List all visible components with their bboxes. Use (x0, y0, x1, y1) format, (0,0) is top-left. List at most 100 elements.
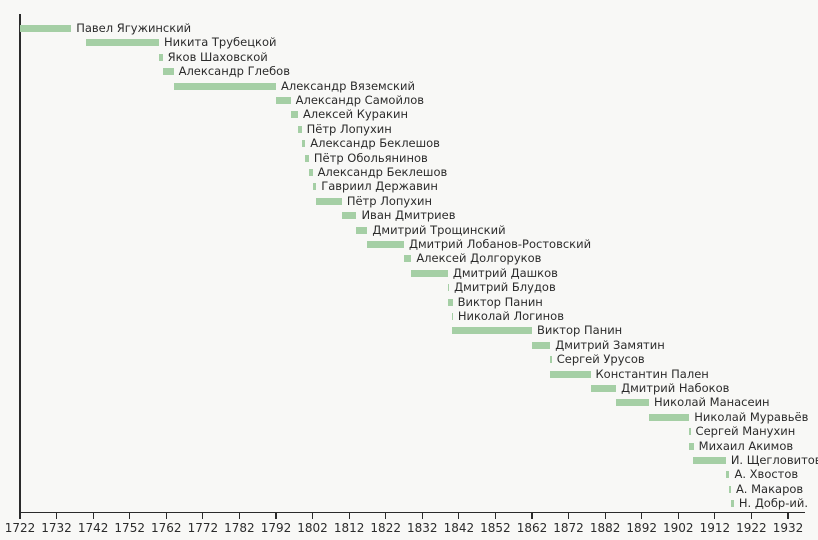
bar-label: Михаил Акимов (698, 438, 794, 453)
timeline-bar (730, 500, 734, 508)
x-axis-tick (129, 512, 131, 519)
bar-label: Алексей Куракин (302, 107, 408, 122)
timeline-bar (411, 269, 448, 277)
x-axis-tick (494, 512, 496, 519)
x-axis-tick (787, 512, 789, 519)
x-axis-tick-label: 1772 (187, 521, 219, 535)
x-axis-tick-label: 1882 (589, 521, 621, 535)
x-axis-tick-label: 1912 (699, 521, 731, 535)
bar-label: Александр Глебов (178, 64, 290, 79)
timeline-bar (162, 68, 174, 76)
bar-label: Никита Трубецкой (163, 35, 277, 50)
timeline-bar (550, 370, 591, 378)
x-axis-tick (604, 512, 606, 519)
bar-label: Дмитрий Трощинский (372, 222, 506, 237)
bar-label: Николай Манасеин (654, 395, 770, 410)
timeline-bar (341, 212, 357, 220)
bar-label: Виктор Панин (457, 294, 543, 309)
y-axis-line (19, 14, 21, 512)
x-axis-tick (421, 512, 423, 519)
timeline-bar (158, 53, 163, 61)
timeline-bar (356, 226, 368, 234)
x-axis-tick-label: 1902 (663, 521, 694, 535)
x-axis-tick-label: 1932 (772, 521, 804, 535)
timeline-bar (447, 284, 450, 292)
x-axis-tick (714, 512, 716, 519)
bar-label: Павел Ягужинский (76, 20, 192, 35)
bar-label: Дмитрий Дашков (452, 265, 558, 280)
timeline-bar (301, 140, 306, 148)
bar-label: Дмитрий Набоков (621, 380, 730, 395)
x-axis-tick-label: 1872 (553, 521, 584, 535)
x-axis-tick-label: 1742 (77, 521, 109, 535)
timeline-bar (689, 428, 691, 436)
bar-label: Дмитрий Блудов (454, 280, 556, 295)
bar-label: А. Макаров (735, 481, 804, 496)
x-axis-tick-label: 1922 (736, 521, 767, 535)
timeline-bar (649, 413, 690, 421)
x-axis-tick (165, 512, 167, 519)
x-axis-tick (641, 512, 643, 519)
x-axis-tick-label: 1802 (297, 521, 328, 535)
x-axis-tick (750, 512, 752, 519)
bar-label: И. Щегловитов (730, 452, 818, 467)
x-axis-tick (458, 512, 460, 519)
timeline-bar (290, 111, 298, 119)
bar-label: Александр Вяземский (281, 78, 415, 93)
timeline-bar (367, 240, 404, 248)
x-axis-tick-label: 1842 (443, 521, 475, 535)
x-axis-tick-label: 1752 (114, 521, 145, 535)
x-axis-tick (202, 512, 204, 519)
x-axis-tick (238, 512, 240, 519)
timeline-bar (689, 442, 694, 450)
x-axis-tick-label: 1892 (626, 521, 657, 535)
x-axis-tick (56, 512, 58, 519)
x-axis-tick-label: 1822 (370, 521, 401, 535)
x-axis-tick-label: 1852 (480, 521, 511, 535)
bar-label: Н. Добр-ий. (738, 496, 808, 511)
timeline-bar (20, 24, 72, 32)
x-axis-tick-label: 1732 (41, 521, 72, 535)
x-axis-tick (677, 512, 679, 519)
timeline-bar (590, 384, 617, 392)
x-axis-tick (385, 512, 387, 519)
x-axis-tick-label: 1762 (151, 521, 182, 535)
bar-label: Николай Муравьёв (694, 409, 809, 424)
x-axis-tick (312, 512, 314, 519)
timeline-bar (305, 154, 309, 162)
x-axis-tick-label: 1792 (260, 521, 292, 535)
bar-label: Константин Пален (595, 366, 709, 381)
timeline-bar (725, 471, 730, 479)
timeline-bar (276, 96, 291, 104)
timeline-bar (532, 341, 551, 349)
bar-label: Александр Самойлов (295, 92, 425, 107)
timeline-bar (447, 298, 453, 306)
x-axis-tick-label: 1782 (224, 521, 255, 535)
timeline-bar (692, 456, 726, 464)
bar-label: Гавриил Державин (321, 179, 438, 194)
timeline-bar (308, 168, 313, 176)
timeline-bar (312, 183, 317, 191)
bar-label: Александр Беклешов (310, 136, 440, 151)
x-axis-tick-label: 1832 (407, 521, 438, 535)
x-axis-tick (275, 512, 277, 519)
bar-label: Николай Логинов (457, 308, 564, 323)
x-axis-tick (531, 512, 533, 519)
x-axis-tick (348, 512, 350, 519)
timeline-bar (85, 39, 159, 47)
timeline-bar (297, 125, 302, 133)
timeline-bar (729, 485, 731, 493)
bar-label: Яков Шаховской (167, 49, 268, 64)
bar-label: А. Хвостов (734, 467, 799, 482)
bar-label: Дмитрий Лобанов-Ростовский (409, 236, 592, 251)
bar-label: Пётр Обольянинов (313, 150, 428, 165)
timeline-bar (173, 82, 276, 90)
timeline-bar (550, 356, 552, 364)
x-axis-tick-label: 1812 (333, 521, 365, 535)
bar-label: Пётр Лопухин (306, 121, 392, 136)
bar-label: Алексей Долгоруков (416, 251, 542, 266)
timeline-bar (616, 399, 650, 407)
bar-label: Сергей Манухин (695, 424, 796, 439)
timeline-bar (451, 312, 453, 320)
